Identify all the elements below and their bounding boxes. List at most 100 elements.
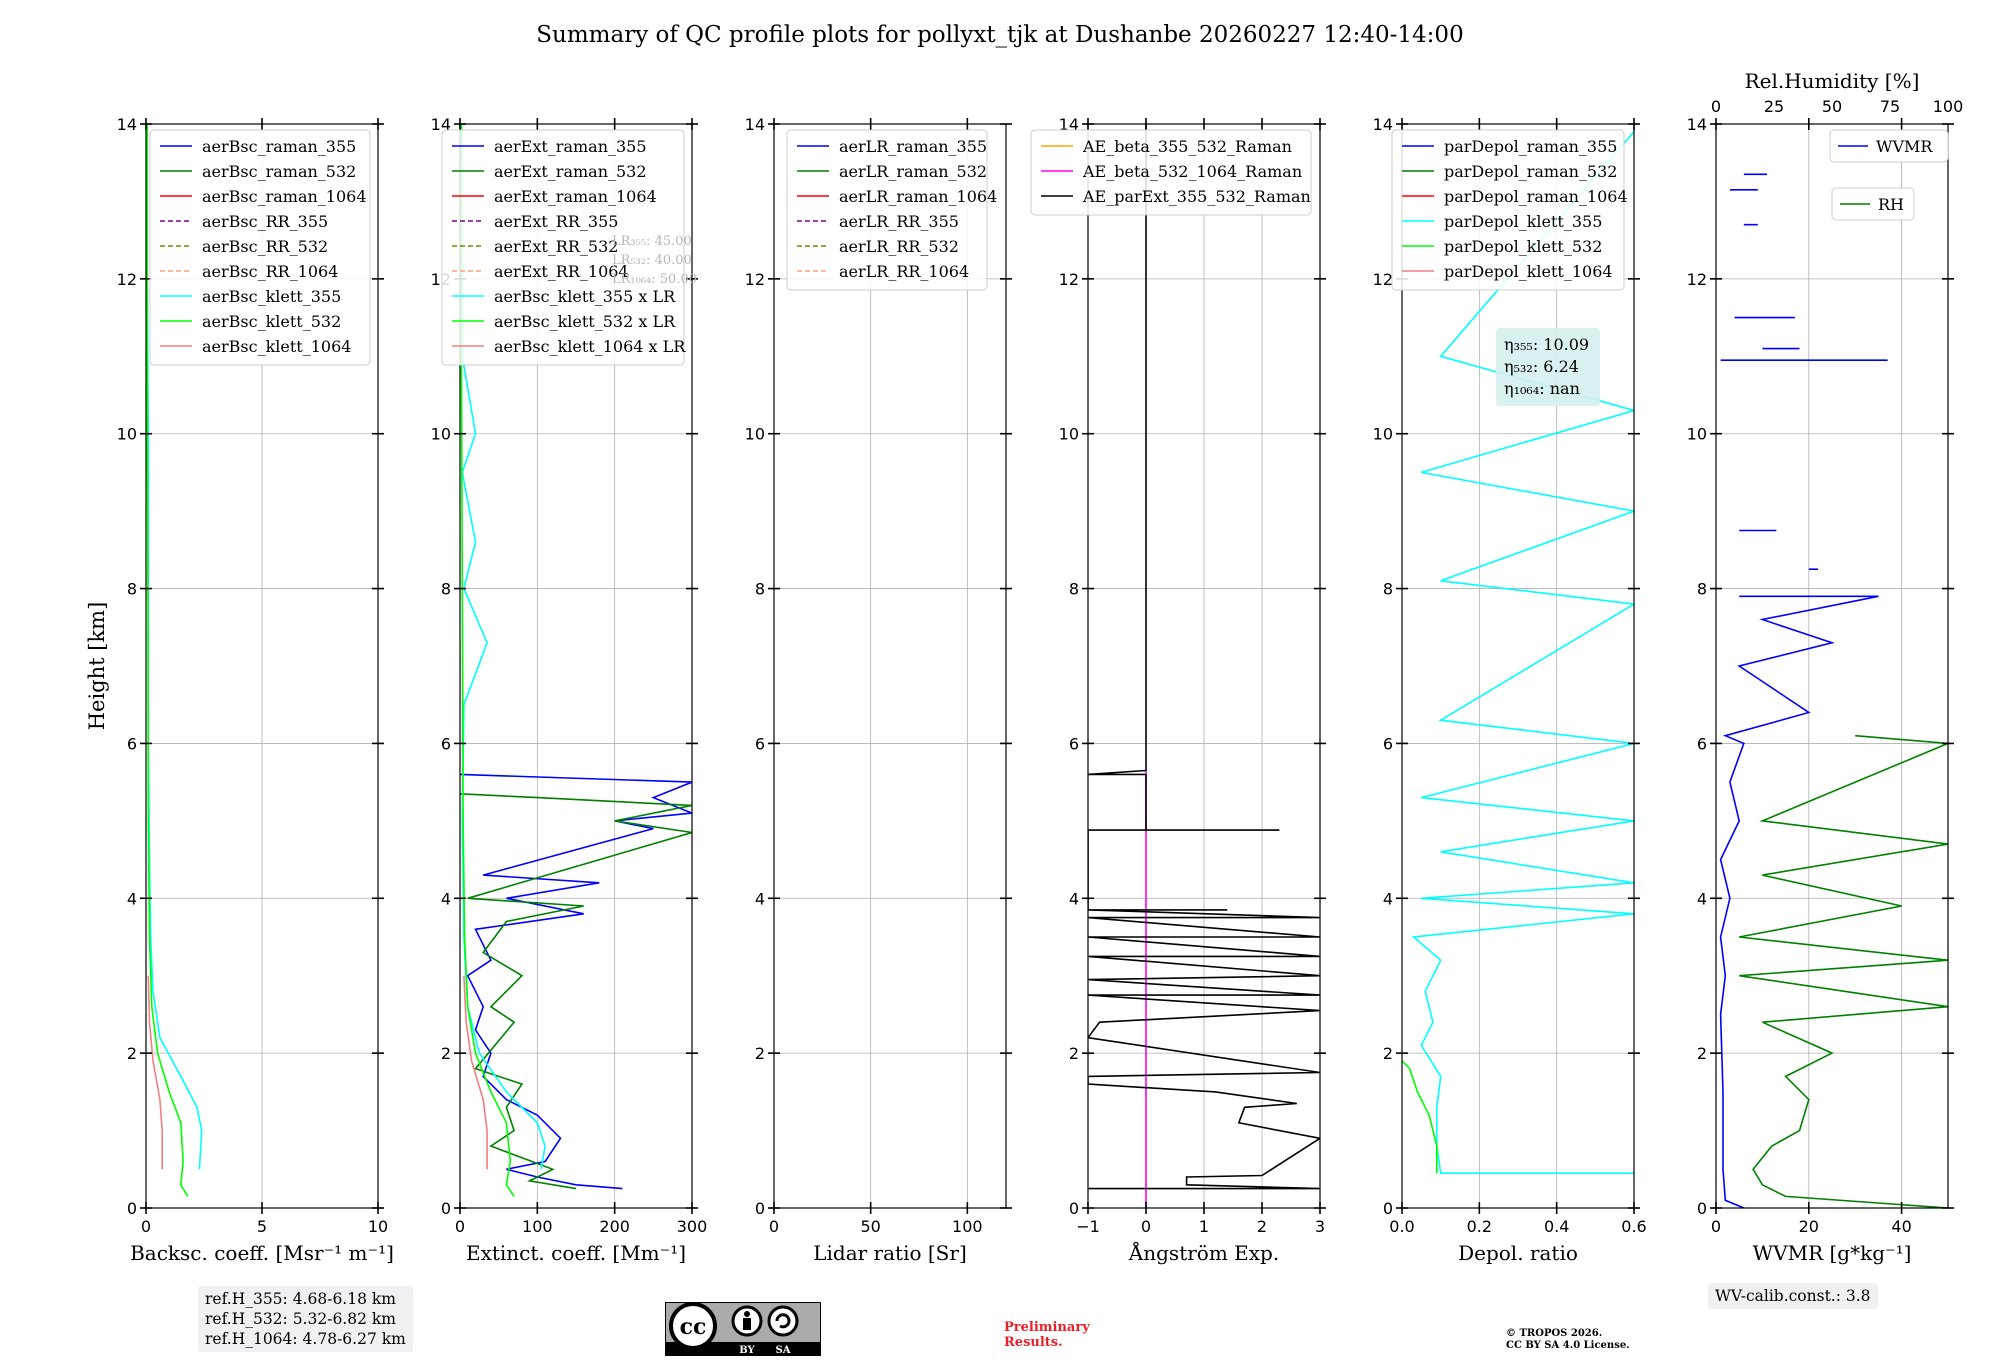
y-tick-label: 0 [1069,1199,1079,1218]
x-tick-label: 1 [1199,1217,1209,1236]
series-aerBsc_klett_1064 [147,975,163,1170]
panel-lidar_ratio: 0 2 4 6 8 10 12 14 0 50 100 Lidar ratio [Sr] aerLR_r… [745,115,1012,1265]
x-tick-label: 0.2 [1467,1217,1492,1236]
reference-height-box: ref.H_355: 4.68-6.18 km ref.H_532: 5.32-… [198,1286,413,1352]
y-tick-label: 2 [1383,1044,1393,1063]
x-tick-label: 0.0 [1389,1217,1414,1236]
top-tick-label: 25 [1764,97,1784,116]
wv-calibration-box: WV-calib.const.: 3.8 [1708,1283,1878,1309]
y-tick-label: 2 [755,1044,765,1063]
top-tick-label: 100 [1933,97,1964,116]
eta-box [1496,328,1600,406]
y-tick-label: 6 [1383,734,1393,753]
y-tick-label: 4 [127,889,137,908]
ref-height-355: ref.H_355: 4.68-6.18 km [205,1290,396,1308]
y-tick-label: 10 [745,425,765,444]
series-aerExt_raman_355 [460,773,692,1190]
y-tick-label: 2 [441,1044,451,1063]
legend-label: parDepol_raman_355 [1444,137,1617,156]
x-tick-label: 100 [952,1217,983,1236]
legend: aerLR_raman_355 aerLR_raman_532 aerLR_rama… [786,129,997,291]
series-aerBsc_klett_532 [146,124,189,1197]
y-tick-label: 0 [755,1199,765,1218]
legend-label: aerExt_RR_355 [494,212,618,231]
x-tick-label: 0 [141,1217,151,1236]
x-tick-label: −1 [1076,1217,1100,1236]
y-tick-label: 6 [755,734,765,753]
y-tick-label: 10 [1687,425,1707,444]
x-tick-label: 50 [860,1217,880,1236]
preliminary-note: Preliminary Results. [1004,1320,1144,1350]
x-tick-label: 0.4 [1544,1217,1569,1236]
x-axis-label: Extinct. coeff. [Mm⁻¹] [466,1241,686,1265]
series-parDepol_klett_532 [1402,1060,1438,1174]
legend-box [1030,129,1312,216]
y-tick-label: 12 [1687,270,1707,289]
y-tick-label: 6 [127,734,137,753]
y-tick-label: 10 [431,425,451,444]
y-tick-label: 10 [1059,425,1079,444]
legend-label: aerLR_raman_532 [839,162,987,181]
license-note: © TROPOS 2026. CC BY SA 4.0 License. [1506,1328,1706,1352]
x-tick-label: 20 [1799,1217,1819,1236]
y-tick-label: 6 [1069,734,1079,753]
x-tick-label: 300 [677,1217,708,1236]
legend-label: aerBsc_RR_532 [202,237,328,256]
y-tick-label: 8 [441,580,451,599]
y-axis-label: Height [km] [85,602,109,731]
y-tick-label: 8 [1069,580,1079,599]
legend-label: aerExt_raman_1064 [494,187,657,206]
y-tick-label: 6 [1697,734,1707,753]
legend-label: AE_beta_532_1064_Raman [1082,162,1302,181]
y-tick-label: 0 [441,1199,451,1218]
eta-annotation: η₁₀₆₄: nan [1504,379,1580,398]
preliminary-line-2: Results. [1004,1335,1063,1350]
ref-height-532: ref.H_532: 5.32-6.82 km [205,1310,396,1328]
lr-annotation: LR₁₀₆₄: 50.00 [612,272,697,287]
y-tick-label: 14 [745,115,765,134]
legend-label: AE_beta_355_532_Raman [1082,137,1292,156]
legend-label: aerExt_raman_355 [494,137,647,156]
y-tick-label: 12 [1373,270,1393,289]
top-tick-label: 75 [1880,97,1900,116]
legend: parDepol_raman_355 parDepol_raman_532 parD… [1391,129,1628,291]
eta-annotation: η₅₃₂: 6.24 [1504,357,1579,376]
y-tick-label: 6 [441,734,451,753]
y-tick-label: 8 [755,580,765,599]
legend-label: aerLR_raman_1064 [839,187,997,206]
y-tick-label: 0 [1697,1199,1707,1218]
legend-label: aerLR_RR_355 [839,212,959,231]
legend-label: aerExt_RR_1064 [494,262,629,281]
legend-label: aerBsc_RR_1064 [202,262,338,281]
x-tick-label: 3 [1315,1217,1325,1236]
y-tick-label: 4 [1697,889,1707,908]
x-tick-label: 0 [1711,1217,1721,1236]
legend-label: parDepol_klett_532 [1444,237,1602,256]
legend-label: aerBsc_raman_532 [202,162,356,181]
x-axis-label: WVMR [g*kg⁻¹] [1753,1241,1912,1265]
x-tick-label: 0.6 [1621,1217,1646,1236]
legend-label: WVMR [1876,137,1933,156]
x-tick-label: 0 [1141,1217,1151,1236]
legend-box [149,129,371,366]
legend-label: aerLR_RR_532 [839,237,959,256]
series-aerExt_raman_532 [460,793,692,1190]
wv-calib-constant: WV-calib.const.: 3.8 [1715,1287,1871,1305]
cc-sa-label: SA [776,1345,791,1356]
legend-box [786,129,988,291]
y-tick-label: 0 [127,1199,137,1218]
x-tick-label: 0 [769,1217,779,1236]
legend-label: parDepol_klett_1064 [1444,262,1613,281]
series-aerBsc_klett_1064 x LR [463,975,488,1170]
x-tick-label: 100 [522,1217,553,1236]
y-tick-label: 10 [117,425,137,444]
legend-label: aerExt_raman_532 [494,162,647,181]
x-tick-label: 5 [257,1217,267,1236]
legend-label: parDepol_raman_532 [1444,162,1617,181]
x-tick-label: 0 [455,1217,465,1236]
series-aerBsc_klett_532 x LR [460,124,515,1197]
legend-box [1831,187,1915,221]
axes-frame [1401,123,1635,1209]
